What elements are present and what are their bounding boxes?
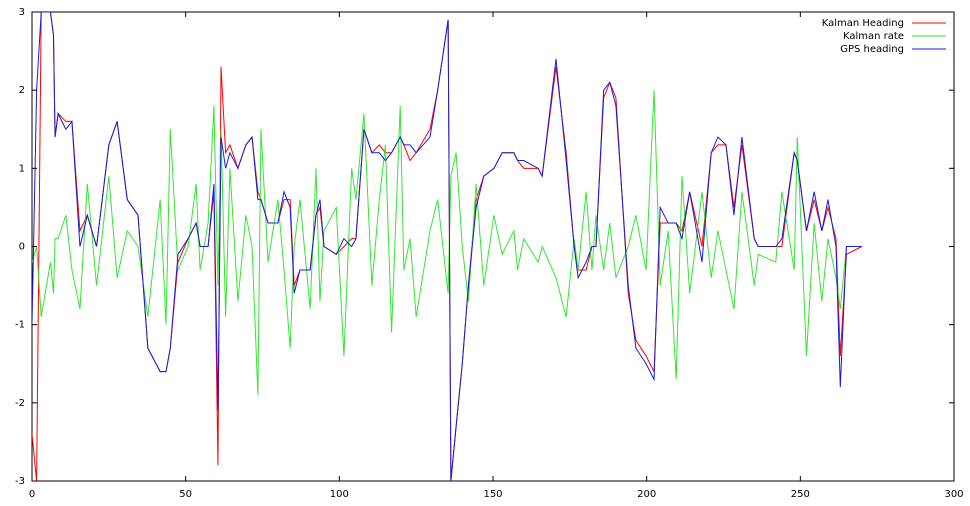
series-line <box>32 12 863 481</box>
plot-area <box>32 12 863 481</box>
legend-label: Kalman Heading <box>822 18 904 29</box>
x-tick-label: 300 <box>944 489 963 500</box>
x-tick-label: 100 <box>330 489 349 500</box>
plot-frame <box>31 11 955 482</box>
legend-label: GPS heading <box>840 44 904 55</box>
x-tick-label: 250 <box>791 489 810 500</box>
x-tick-label: 150 <box>483 489 502 500</box>
x-tick-label: 50 <box>179 489 192 500</box>
y-tick-label: -3 <box>15 476 25 487</box>
y-tick-label: -2 <box>15 398 25 409</box>
x-tick-label: 200 <box>637 489 656 500</box>
y-tick-label: 2 <box>19 85 25 96</box>
y-tick-label: 3 <box>19 7 25 18</box>
x-tick-label: 0 <box>29 489 35 500</box>
legend-label: Kalman rate <box>843 31 904 42</box>
y-tick-label: 1 <box>19 163 25 174</box>
series-line <box>32 12 862 481</box>
series-line <box>32 90 862 396</box>
y-tick-label: 0 <box>19 242 25 253</box>
y-tick-label: -1 <box>15 320 25 331</box>
